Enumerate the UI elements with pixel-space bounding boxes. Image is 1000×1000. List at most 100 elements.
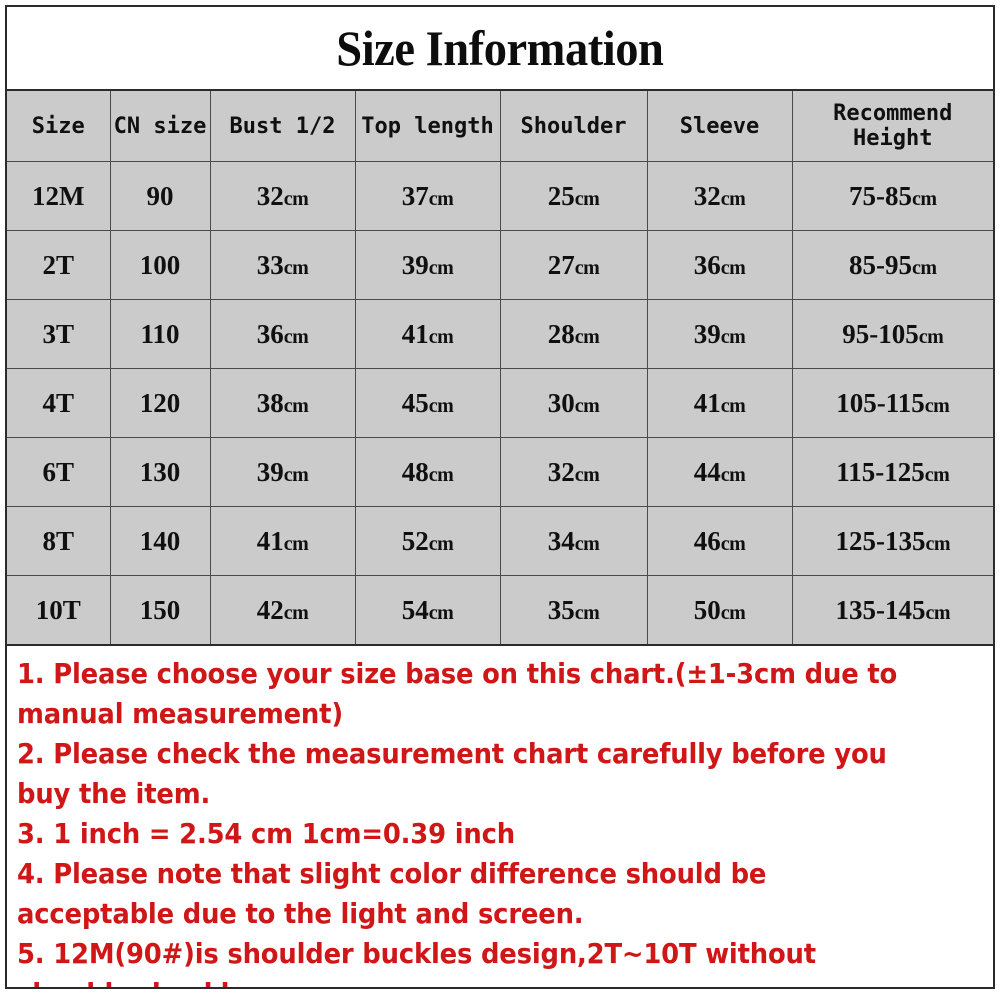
table-row: 6T 130 39cm 48cm 32cm 44cm 115-125cm bbox=[7, 437, 993, 507]
note-item-5: 5. 12M(90#)is shoulder buckles design,2T… bbox=[17, 938, 816, 987]
note-item-1: 1. Please choose your size base on this … bbox=[17, 658, 898, 730]
cell-size: 3T bbox=[7, 299, 111, 369]
cell-top-length: 45cm bbox=[354, 368, 501, 438]
cell-recommend-height: 135-145cm bbox=[791, 575, 993, 644]
cell-sleeve: 32cm bbox=[646, 161, 793, 231]
column-header-size: Size bbox=[7, 91, 111, 162]
cell-value: 75-85 bbox=[848, 180, 912, 211]
cell-sleeve: 39cm bbox=[646, 299, 793, 369]
cell-shoulder: 28cm bbox=[499, 299, 648, 369]
cell-sleeve: 46cm bbox=[646, 506, 793, 576]
cell-value: 41 bbox=[256, 525, 284, 556]
cell-value: 90 bbox=[146, 180, 174, 211]
cell-unit: cm bbox=[925, 601, 951, 624]
cell-cn-size: 130 bbox=[109, 437, 211, 507]
cell-value: 35 bbox=[547, 594, 575, 625]
cell-unit: cm bbox=[574, 532, 600, 555]
column-header-top-length: Top length bbox=[354, 91, 501, 162]
cell-value: 25 bbox=[547, 180, 575, 211]
cell-unit: cm bbox=[428, 187, 454, 210]
cell-value: 3T bbox=[42, 318, 74, 349]
cell-unit: cm bbox=[720, 187, 746, 210]
cell-value: 100 bbox=[139, 249, 181, 280]
cell-value: 150 bbox=[139, 594, 181, 625]
cell-value: 54 bbox=[401, 594, 429, 625]
note-item-4: 4. Please note that slight color differe… bbox=[17, 858, 767, 930]
cell-sleeve: 50cm bbox=[646, 575, 793, 644]
cell-value: 34 bbox=[547, 525, 575, 556]
cell-recommend-height: 115-125cm bbox=[791, 437, 993, 507]
cell-value: 140 bbox=[139, 525, 181, 556]
cell-unit: cm bbox=[924, 463, 950, 486]
cell-value: 52 bbox=[401, 525, 429, 556]
cell-size: 4T bbox=[7, 368, 111, 438]
cell-unit: cm bbox=[283, 325, 309, 348]
cell-value: 105-115 bbox=[836, 387, 925, 418]
cell-value: 2T bbox=[42, 249, 74, 280]
cell-unit: cm bbox=[918, 325, 944, 348]
cell-shoulder: 35cm bbox=[499, 575, 648, 644]
note-item-3: 3. 1 inch = 2.54 cm 1cm=0.39 inch bbox=[17, 818, 515, 850]
cell-unit: cm bbox=[720, 394, 746, 417]
cell-value: 41 bbox=[401, 318, 429, 349]
cell-shoulder: 32cm bbox=[499, 437, 648, 507]
cell-unit: cm bbox=[574, 394, 600, 417]
table-header-row: Size CN size Bust 1/2 Top length Shoulde… bbox=[7, 91, 993, 162]
cell-value: 36 bbox=[256, 318, 284, 349]
cell-unit: cm bbox=[911, 256, 937, 279]
cell-unit: cm bbox=[574, 601, 600, 624]
table-body: 12M 90 32cm 37cm 25cm 32cm 75-85cm 2T 100 33cm 39c… bbox=[7, 161, 993, 644]
cell-value: 115-125 bbox=[836, 456, 925, 487]
column-header-recommend-height: Recommend Height bbox=[791, 91, 993, 162]
notes-section: 1. Please choose your size base on this … bbox=[7, 644, 993, 987]
cell-shoulder: 25cm bbox=[499, 161, 648, 231]
cell-unit: cm bbox=[720, 325, 746, 348]
cell-value: 45 bbox=[401, 387, 429, 418]
cell-cn-size: 140 bbox=[109, 506, 211, 576]
cell-unit: cm bbox=[283, 394, 309, 417]
cell-cn-size: 120 bbox=[109, 368, 211, 438]
cell-unit: cm bbox=[428, 256, 454, 279]
cell-value: 39 bbox=[256, 456, 284, 487]
cell-value: 30 bbox=[547, 387, 575, 418]
cell-unit: cm bbox=[924, 394, 950, 417]
cell-bust-half: 38cm bbox=[209, 368, 356, 438]
cell-unit: cm bbox=[283, 601, 309, 624]
cell-value: 33 bbox=[256, 249, 284, 280]
cell-unit: cm bbox=[911, 187, 937, 210]
cell-bust-half: 39cm bbox=[209, 437, 356, 507]
cell-value: 38 bbox=[256, 387, 284, 418]
cell-unit: cm bbox=[428, 394, 454, 417]
cell-value: 110 bbox=[140, 318, 180, 349]
cell-recommend-height: 75-85cm bbox=[791, 161, 993, 231]
cell-size: 2T bbox=[7, 230, 111, 300]
cell-sleeve: 41cm bbox=[646, 368, 793, 438]
cell-cn-size: 150 bbox=[109, 575, 211, 644]
cell-value: 27 bbox=[547, 249, 575, 280]
cell-bust-half: 36cm bbox=[209, 299, 356, 369]
cell-value: 36 bbox=[693, 249, 721, 280]
cell-unit: cm bbox=[283, 187, 309, 210]
column-header-sleeve: Sleeve bbox=[646, 91, 793, 162]
cell-unit: cm bbox=[574, 325, 600, 348]
cell-value: 41 bbox=[693, 387, 721, 418]
cell-bust-half: 32cm bbox=[209, 161, 356, 231]
cell-bust-half: 33cm bbox=[209, 230, 356, 300]
cell-value: 4T bbox=[42, 387, 74, 418]
cell-value: 135-145 bbox=[835, 594, 926, 625]
cell-unit: cm bbox=[720, 256, 746, 279]
cell-bust-half: 42cm bbox=[209, 575, 356, 644]
table-row: 10T 150 42cm 54cm 35cm 50cm 135-145cm bbox=[7, 575, 993, 644]
cell-sleeve: 44cm bbox=[646, 437, 793, 507]
cell-value: 130 bbox=[139, 456, 181, 487]
cell-value: 125-135 bbox=[835, 525, 926, 556]
cell-value: 32 bbox=[256, 180, 284, 211]
chart-frame: Size Information Size CN size Bust 1/2 T… bbox=[5, 5, 995, 989]
cell-sleeve: 36cm bbox=[646, 230, 793, 300]
cell-unit: cm bbox=[283, 532, 309, 555]
cell-value: 120 bbox=[139, 387, 181, 418]
cell-shoulder: 27cm bbox=[499, 230, 648, 300]
cell-value: 6T bbox=[42, 456, 74, 487]
page-title: Size Information bbox=[336, 20, 664, 76]
cell-shoulder: 34cm bbox=[499, 506, 648, 576]
